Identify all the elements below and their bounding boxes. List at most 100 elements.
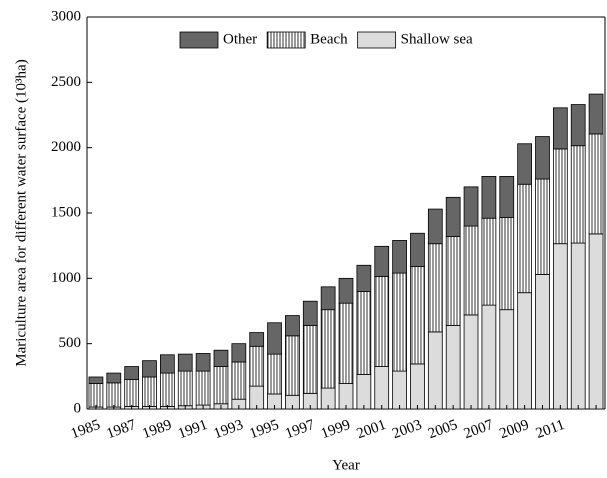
bar-segment	[588, 93, 604, 135]
bar-segment	[410, 232, 425, 267]
bar-segment	[160, 354, 175, 374]
bar-segment	[160, 372, 175, 407]
bar-segment	[285, 335, 300, 396]
bar-segment	[570, 104, 586, 147]
x-tick-label: 1995	[247, 417, 281, 442]
legend-swatch	[266, 31, 306, 49]
bar-segment	[427, 208, 443, 245]
y-tick-label: 1500	[51, 204, 81, 220]
bar-segment	[535, 274, 550, 410]
bar-segment	[356, 290, 372, 375]
x-tick-label: 1999	[319, 417, 353, 442]
y-tick-label: 2000	[51, 139, 81, 155]
bar-segment	[392, 240, 407, 274]
bar-segment	[481, 176, 497, 219]
bar-segment	[535, 136, 550, 180]
bar-segment	[213, 366, 229, 405]
bar-segment	[231, 343, 247, 363]
y-tick-label: 0	[74, 400, 82, 416]
bar-segment	[499, 176, 515, 218]
x-tick-label: 2005	[426, 417, 460, 442]
bar-segment	[177, 370, 193, 407]
bar-segment	[374, 275, 390, 367]
bar-segment	[88, 383, 104, 408]
legend-label: Other	[223, 31, 257, 47]
bar-segment	[124, 379, 140, 407]
x-tick-label: 1993	[212, 417, 246, 442]
bar-segment	[320, 309, 336, 389]
bar-segment	[338, 277, 354, 304]
bar-segment	[392, 272, 407, 372]
bar-segment	[481, 217, 497, 306]
legend-label: Shallow sea	[401, 31, 473, 47]
bar-segment	[374, 366, 390, 410]
x-tick-label: 2007	[462, 417, 496, 442]
bar-segment	[463, 186, 479, 227]
bar-segment	[195, 370, 211, 406]
bar-segment	[588, 133, 604, 235]
bar-segment	[302, 300, 318, 326]
x-tick-label: 2001	[355, 417, 389, 442]
bar-segment	[552, 107, 568, 150]
y-tick-label: 1000	[51, 270, 81, 286]
bar-segment	[231, 361, 247, 400]
x-axis-label: Year	[332, 457, 360, 473]
bar-segment	[106, 372, 122, 384]
y-tick-label: 3000	[51, 8, 81, 24]
bar-segment	[427, 243, 443, 333]
bar-segment	[356, 373, 372, 410]
bar-segment	[142, 376, 157, 407]
x-tick-label: 2003	[390, 417, 424, 442]
x-tick-label: 1991	[176, 417, 210, 442]
bar-segment	[463, 314, 479, 410]
y-tick-label: 2500	[51, 74, 81, 90]
x-tick-label: 1989	[140, 417, 174, 442]
bar-segment	[499, 217, 515, 311]
bar-segment	[445, 196, 461, 237]
bar-segment	[213, 349, 229, 367]
legend-label: Beach	[310, 31, 348, 47]
bar-segment	[249, 345, 265, 387]
bar-segment	[392, 370, 407, 410]
bar-segment	[570, 145, 586, 244]
bar-segment	[195, 353, 211, 372]
bar-segment	[517, 143, 532, 185]
x-tick-label: 1985	[69, 417, 103, 442]
bar-segment	[517, 292, 532, 410]
bar-segment	[552, 243, 568, 410]
bar-segment	[302, 324, 318, 394]
x-tick-label: 1997	[283, 417, 317, 442]
bar-segment	[124, 366, 140, 380]
x-tick-label: 1987	[105, 417, 139, 442]
bar-segment	[463, 225, 479, 316]
bar-segment	[356, 264, 372, 292]
bar-segment	[142, 360, 157, 378]
bar-segment	[88, 376, 104, 384]
y-tick-label: 500	[59, 335, 82, 351]
bar-segment	[249, 332, 265, 347]
bar-segment	[320, 286, 336, 311]
bar-segment	[588, 233, 604, 410]
bar-segment	[427, 331, 443, 410]
bar-segment	[374, 245, 390, 277]
bar-segment	[106, 382, 122, 408]
bar-segment	[517, 183, 532, 294]
bar-segment	[267, 353, 282, 395]
bar-segment	[177, 353, 193, 372]
y-axis-label: Mariculture area for different water sur…	[13, 59, 29, 366]
bar-segment	[267, 322, 282, 355]
bar-segment	[410, 363, 425, 410]
bar-segment	[570, 242, 586, 410]
bar-segment	[535, 178, 550, 275]
bar-segment	[445, 236, 461, 326]
legend-swatch	[357, 31, 397, 49]
bar-segment	[552, 148, 568, 245]
bar-segment	[285, 315, 300, 337]
bar-segment	[499, 309, 515, 410]
bar-segment	[445, 324, 461, 410]
legend-swatch	[179, 31, 219, 49]
x-tick-label: 2009	[498, 417, 532, 442]
x-tick-label: 2011	[534, 417, 567, 442]
bar-segment	[481, 304, 497, 410]
